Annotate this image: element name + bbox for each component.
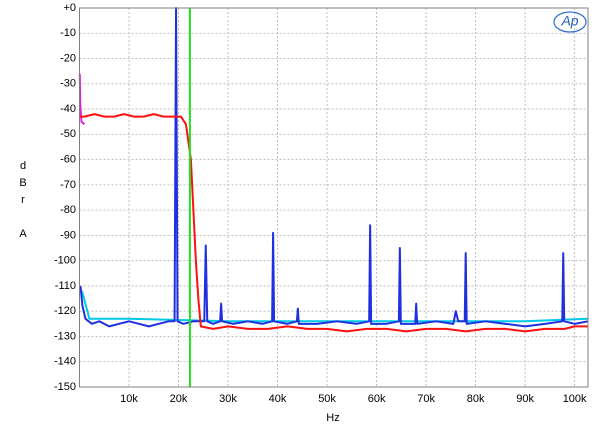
- plot-frame: [79, 7, 589, 388]
- y-tick-label: -10: [60, 27, 76, 39]
- x-tick-label: 20k: [170, 393, 188, 405]
- logo: Ap: [560, 13, 578, 29]
- y-tick-label: -150: [54, 381, 76, 393]
- y-tick-label: -130: [54, 330, 76, 342]
- y-tick-label: -40: [60, 103, 76, 115]
- x-axis-label: Hz: [326, 412, 339, 424]
- y-tick-label: -60: [60, 154, 76, 166]
- x-tick-label: 60k: [368, 393, 386, 405]
- trace: [79, 7, 589, 328]
- x-tick-label: 100k: [563, 393, 587, 405]
- y-tick-label: -90: [60, 229, 76, 241]
- x-tick-label: 10k: [120, 393, 138, 405]
- trace: [81, 290, 589, 323]
- y-tick-label: +0: [63, 2, 76, 14]
- y-tick-label: -20: [60, 52, 76, 64]
- x-tick-label: 30k: [219, 393, 237, 405]
- y-tick-label: -100: [54, 255, 76, 267]
- y-tick-label: -120: [54, 305, 76, 317]
- x-tick-label: 90k: [516, 393, 534, 405]
- logo-ring: [553, 11, 587, 33]
- labels: +0 -10 -20 -30 -40 -50 -60 -70 -80 -90 -100 -110 -12…: [54, 2, 587, 405]
- y-tick-label: -30: [60, 78, 76, 90]
- y-tick-label: -50: [60, 128, 76, 140]
- trace: [80, 113, 588, 333]
- y-tick-label: -70: [60, 179, 76, 191]
- y-tick-label: -110: [55, 280, 76, 292]
- x-tick-label: 80k: [467, 393, 485, 405]
- x-tick-label: 70k: [417, 393, 435, 405]
- y-tick-label: -140: [54, 356, 76, 368]
- y-tick-label: -80: [60, 204, 76, 216]
- y-axis-label: dBr A: [17, 160, 29, 245]
- x-tick-label: 40k: [269, 393, 287, 405]
- x-tick-label: 50k: [318, 393, 336, 405]
